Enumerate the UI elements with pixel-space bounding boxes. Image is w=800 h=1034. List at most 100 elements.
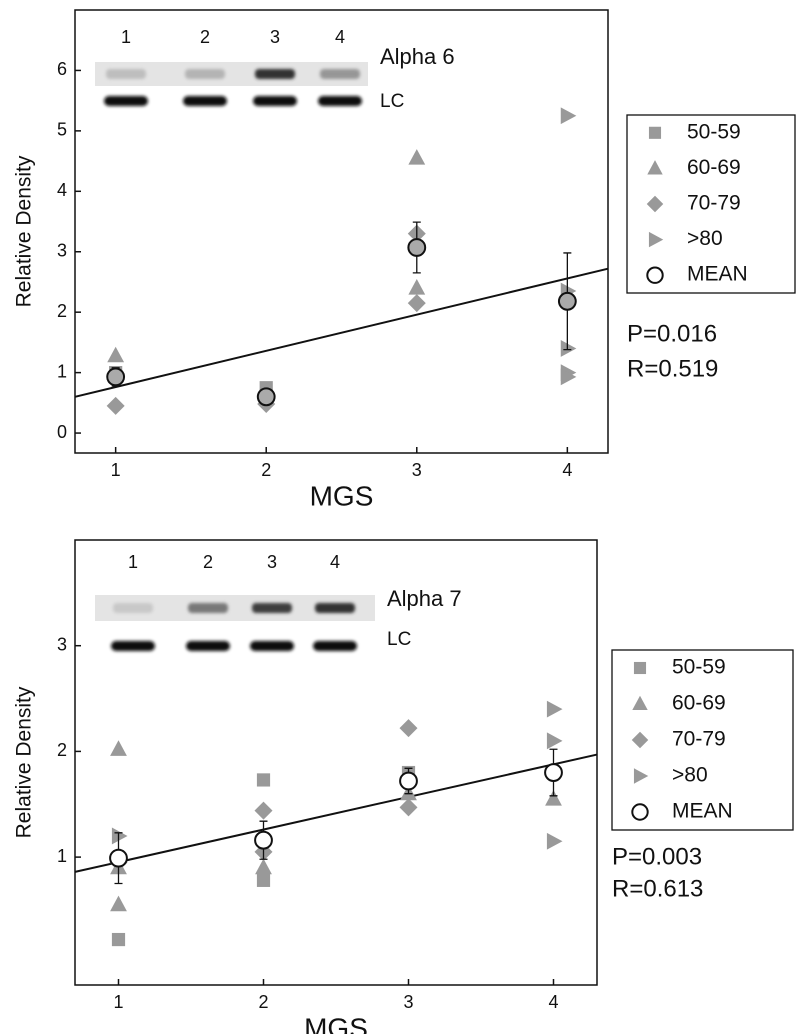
- data-point: [110, 740, 127, 756]
- blot-band: [113, 603, 153, 613]
- stat-annotation: P=0.016: [627, 320, 717, 347]
- x-axis-label: MGS: [310, 480, 374, 511]
- data-point: [546, 732, 563, 750]
- y-tick-label: 6: [57, 59, 67, 79]
- lane-label: 4: [335, 27, 345, 47]
- data-point: [557, 291, 577, 311]
- lane-label: 1: [121, 27, 131, 47]
- y-tick-label: 3: [57, 634, 67, 654]
- legend-label: 50-59: [672, 656, 726, 679]
- data-point: [256, 773, 271, 787]
- loading-control-band: [253, 96, 297, 106]
- data-point: [546, 832, 563, 850]
- legend-label: >80: [687, 227, 723, 250]
- stat-annotation: R=0.613: [612, 875, 703, 902]
- blot-band: [320, 69, 360, 79]
- data-point: [407, 294, 426, 313]
- legend-marker: [648, 126, 662, 139]
- y-axis-label: Relative Density: [13, 155, 36, 307]
- legend-marker: [647, 160, 663, 175]
- y-tick-label: 5: [57, 120, 67, 140]
- blot-band: [106, 69, 146, 79]
- lane-label: 2: [200, 27, 210, 47]
- legend-label: 70-79: [672, 728, 726, 751]
- y-tick-label: 2: [57, 301, 67, 321]
- y-tick-label: 4: [57, 180, 67, 200]
- legend-label: 70-79: [687, 192, 741, 215]
- y-tick-label: 3: [57, 240, 67, 260]
- data-point: [560, 368, 577, 386]
- y-tick-label: 0: [57, 422, 67, 442]
- data-point: [255, 858, 272, 875]
- data-point: [111, 932, 126, 947]
- blot-band: [315, 603, 355, 613]
- x-axis-label: MGS: [304, 1012, 368, 1034]
- legend-marker: [633, 768, 649, 784]
- data-point: [110, 895, 127, 912]
- plot-frame: [74, 9, 609, 454]
- stat-annotation: P=0.003: [612, 843, 702, 870]
- legend-marker: [631, 731, 649, 749]
- data-point: [107, 346, 125, 363]
- data-point: [109, 848, 128, 868]
- legend-label: 60-69: [672, 692, 726, 715]
- x-tick-label: 3: [403, 992, 413, 1012]
- loading-control-band: [250, 641, 294, 651]
- data-point: [546, 700, 563, 718]
- y-axis-label: Relative Density: [13, 686, 36, 838]
- blot-label: Alpha 7: [387, 586, 462, 611]
- legend-marker: [631, 803, 649, 821]
- data-point: [254, 801, 273, 820]
- legend-label: 50-59: [687, 120, 741, 143]
- data-point: [254, 830, 273, 850]
- x-tick-label: 4: [562, 460, 572, 480]
- loading-control-band: [104, 96, 148, 106]
- blot-band: [252, 603, 292, 613]
- lane-label: 2: [203, 552, 213, 572]
- data-point: [256, 387, 276, 407]
- lane-label: 3: [267, 552, 277, 572]
- data-point: [407, 238, 427, 257]
- loading-control-band: [183, 96, 227, 106]
- data-point: [399, 771, 418, 791]
- legend-label: MEAN: [672, 800, 733, 823]
- x-tick-label: 1: [113, 992, 123, 1012]
- fit-line: [74, 267, 609, 398]
- x-tick-label: 4: [548, 992, 558, 1012]
- x-tick-label: 1: [111, 460, 121, 480]
- data-point: [408, 149, 426, 165]
- legend-marker: [632, 695, 648, 711]
- legend-marker: [633, 661, 647, 675]
- loading-control-band: [186, 641, 230, 651]
- stat-annotation: R=0.519: [627, 355, 718, 382]
- x-tick-label: 2: [261, 460, 271, 480]
- legend-marker: [646, 266, 664, 284]
- legend-label: MEAN: [687, 263, 748, 286]
- blot-band: [188, 603, 228, 613]
- loading-control-band: [111, 641, 155, 651]
- blot-band: [255, 69, 295, 79]
- legend-label: >80: [672, 764, 708, 787]
- fit-line: [74, 753, 598, 873]
- lane-label: 3: [270, 27, 280, 47]
- lane-label: 4: [330, 552, 340, 572]
- loading-control-band: [318, 96, 362, 106]
- legend-marker: [646, 195, 664, 213]
- data-point: [560, 107, 577, 125]
- blot-band: [185, 69, 225, 79]
- legend-marker: [648, 231, 664, 248]
- data-point: [399, 798, 418, 817]
- data-point: [399, 719, 418, 738]
- blot-label: LC: [387, 629, 411, 650]
- data-point: [560, 340, 577, 357]
- data-point: [106, 396, 125, 415]
- loading-control-band: [313, 641, 357, 651]
- blot-label: LC: [380, 91, 404, 112]
- data-point: [544, 763, 563, 782]
- data-point: [111, 827, 128, 845]
- y-tick-label: 1: [57, 361, 67, 381]
- data-point: [408, 279, 426, 295]
- x-tick-label: 3: [412, 460, 422, 480]
- legend-label: 60-69: [687, 156, 741, 179]
